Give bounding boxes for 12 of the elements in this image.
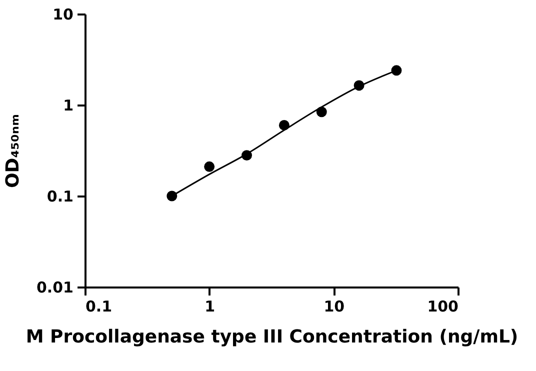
y-tick-label: 0.1 <box>46 188 74 206</box>
y-tick-label: 1 <box>63 96 74 114</box>
point <box>166 190 178 202</box>
point <box>204 161 215 172</box>
x-tick-label: 0.1 <box>86 298 112 316</box>
x-axis-title: M Procollagenase type III Concentration (ng/mL) <box>26 326 518 348</box>
x-tick-label: 100 <box>427 298 458 316</box>
y-tick-label: 10 <box>52 6 74 24</box>
x-tick-label: 1 <box>204 298 216 316</box>
y-tick-label: 0.01 <box>36 278 74 296</box>
y-axis-title: OD₄₅₀ₙₘ <box>2 114 24 188</box>
x-tick-label: 10 <box>324 298 345 316</box>
